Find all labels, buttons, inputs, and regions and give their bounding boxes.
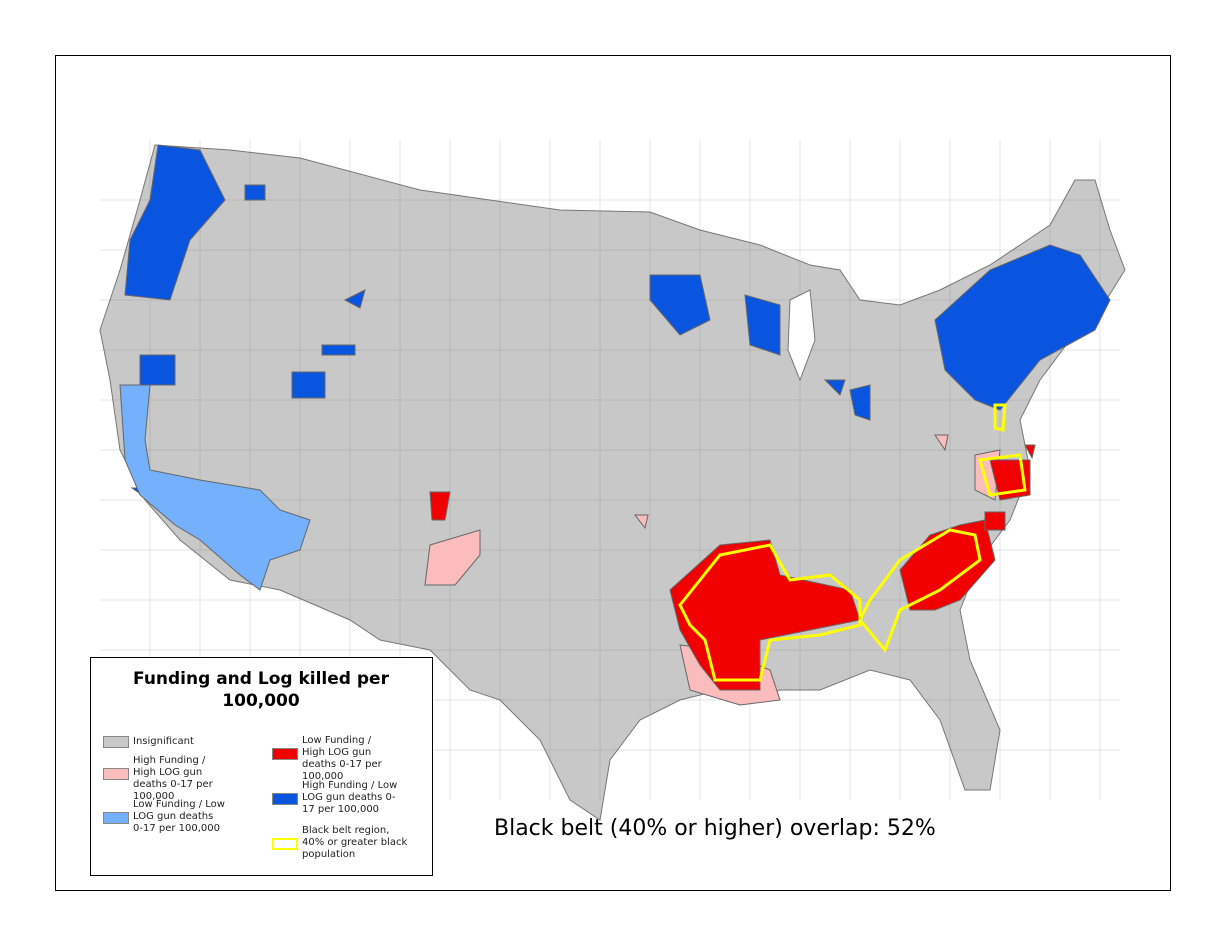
legend-swatch (103, 812, 129, 824)
legend-swatch (272, 748, 298, 760)
legend: Funding and Log killed per 100,000 Insig… (90, 657, 433, 876)
legend-swatch (103, 736, 129, 748)
legend-label: Insignificant (133, 736, 194, 747)
legend-swatch (103, 768, 129, 780)
legend-swatch (272, 793, 298, 805)
lake-michigan (787, 289, 816, 382)
map-frame (55, 55, 1171, 891)
legend-label: High Funding / Low LOG gun deaths 0-17 p… (302, 780, 398, 815)
legend-label: High Funding / High LOG gun deaths 0-17 … (133, 755, 213, 802)
high-funding-low-deaths-regions (124, 144, 1111, 503)
legend-label: Low Funding / High LOG gun deaths 0-17 p… (302, 735, 382, 782)
legend-swatch (272, 838, 298, 850)
overlap-annotation: Black belt (40% or higher) overlap: 52% (494, 816, 936, 841)
legend-label: Black belt region, 40% or greater black … (302, 825, 408, 860)
us-outline (99, 144, 1126, 821)
low-funding-low-deaths-regions (119, 384, 311, 591)
black-belt-regions (678, 403, 1027, 682)
legend-label: Low Funding / Low LOG gun deaths 0-17 pe… (133, 799, 225, 834)
legend-title: Funding and Log killed per 100,000 (133, 669, 389, 711)
county-grid (100, 140, 1120, 800)
